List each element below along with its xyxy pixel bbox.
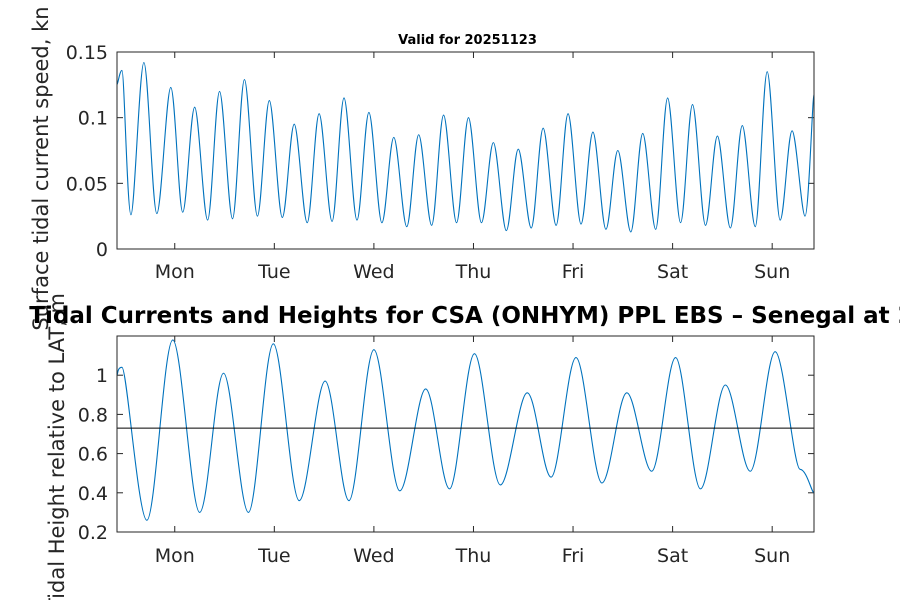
x-tick-label: Thu — [455, 261, 492, 283]
y-tick-label: 0.4 — [78, 483, 108, 505]
plot-area — [117, 336, 814, 532]
x-tick-label: Thu — [455, 545, 492, 567]
y-axis-label: Tidal Height relative to LAT, m — [45, 293, 69, 600]
y-axis-label: Surface tidal current speed, kn — [29, 6, 53, 330]
x-tick-label: Sat — [657, 261, 688, 283]
x-tick-label: Fri — [562, 545, 585, 567]
axes-frame — [116, 51, 815, 250]
y-tick-label: 0.2 — [78, 522, 108, 544]
y-tick-label: 0 — [96, 239, 108, 261]
x-tick-label: Mon — [155, 545, 195, 567]
x-tick-label: Tue — [257, 545, 290, 567]
current-speed-panel: 0 0.05 0.1 0.15 Mon Tue Wed Thu Fri Sat Sun Surface… — [29, 6, 815, 331]
x-tick-label: Sat — [657, 545, 688, 567]
series-line-tidal-height — [117, 339, 814, 521]
axes-frame — [116, 335, 815, 533]
x-tick-label: Mon — [155, 261, 195, 283]
x-tick-label: Wed — [353, 545, 394, 567]
x-tick-label: Tue — [257, 261, 290, 283]
x-tick-label: Sun — [754, 261, 790, 283]
y-tick-label: 0.6 — [78, 444, 108, 466]
chart-title: Tidal Currents and Heights for CSA (ONHY… — [29, 303, 900, 329]
y-tick-label: 0.1 — [78, 108, 108, 130]
series-line-current-speed — [117, 61, 814, 233]
plot-area — [117, 52, 814, 249]
x-tick-label: Sun — [754, 545, 790, 567]
chart-title: Valid for 20251123 — [398, 33, 537, 48]
y-tick-label: 0.05 — [66, 173, 108, 195]
y-tick-label: 0.15 — [66, 42, 108, 64]
tidal-height-panel: 0.2 0.4 0.6 0.8 1 Mon Tue Wed Thu Fri Sat Sun Tidal … — [29, 293, 900, 600]
y-tick-label: 0.8 — [78, 404, 108, 426]
y-tick-label: 1 — [96, 365, 108, 387]
x-tick-label: Wed — [353, 261, 394, 283]
x-tick-label: Fri — [562, 261, 585, 283]
